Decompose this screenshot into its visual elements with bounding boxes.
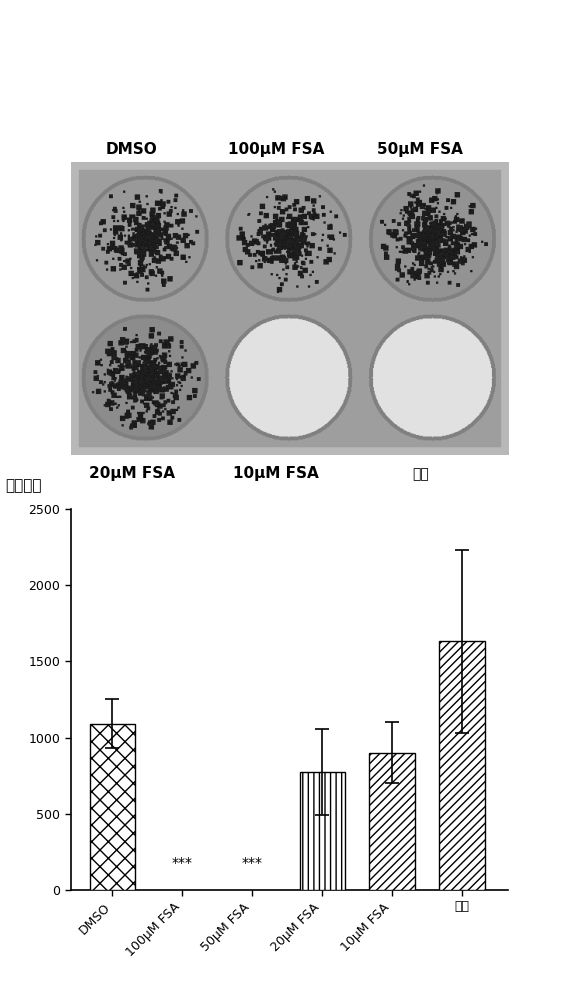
- Bar: [90, 724, 135, 890]
- Text: DMSO: DMSO: [106, 142, 157, 157]
- Bar: [299, 772, 345, 890]
- Text: 50μM FSA: 50μM FSA: [377, 142, 463, 157]
- Bar: [439, 641, 485, 890]
- Bar: [369, 753, 415, 890]
- Text: 20μM FSA: 20μM FSA: [89, 466, 175, 481]
- Y-axis label: 克隆数量: 克隆数量: [5, 479, 41, 494]
- Text: 空白: 空白: [412, 467, 429, 481]
- Text: 10μM FSA: 10μM FSA: [233, 466, 319, 481]
- Text: 100μM FSA: 100μM FSA: [228, 142, 324, 157]
- Text: ***: ***: [172, 856, 193, 870]
- Text: ***: ***: [242, 856, 263, 870]
